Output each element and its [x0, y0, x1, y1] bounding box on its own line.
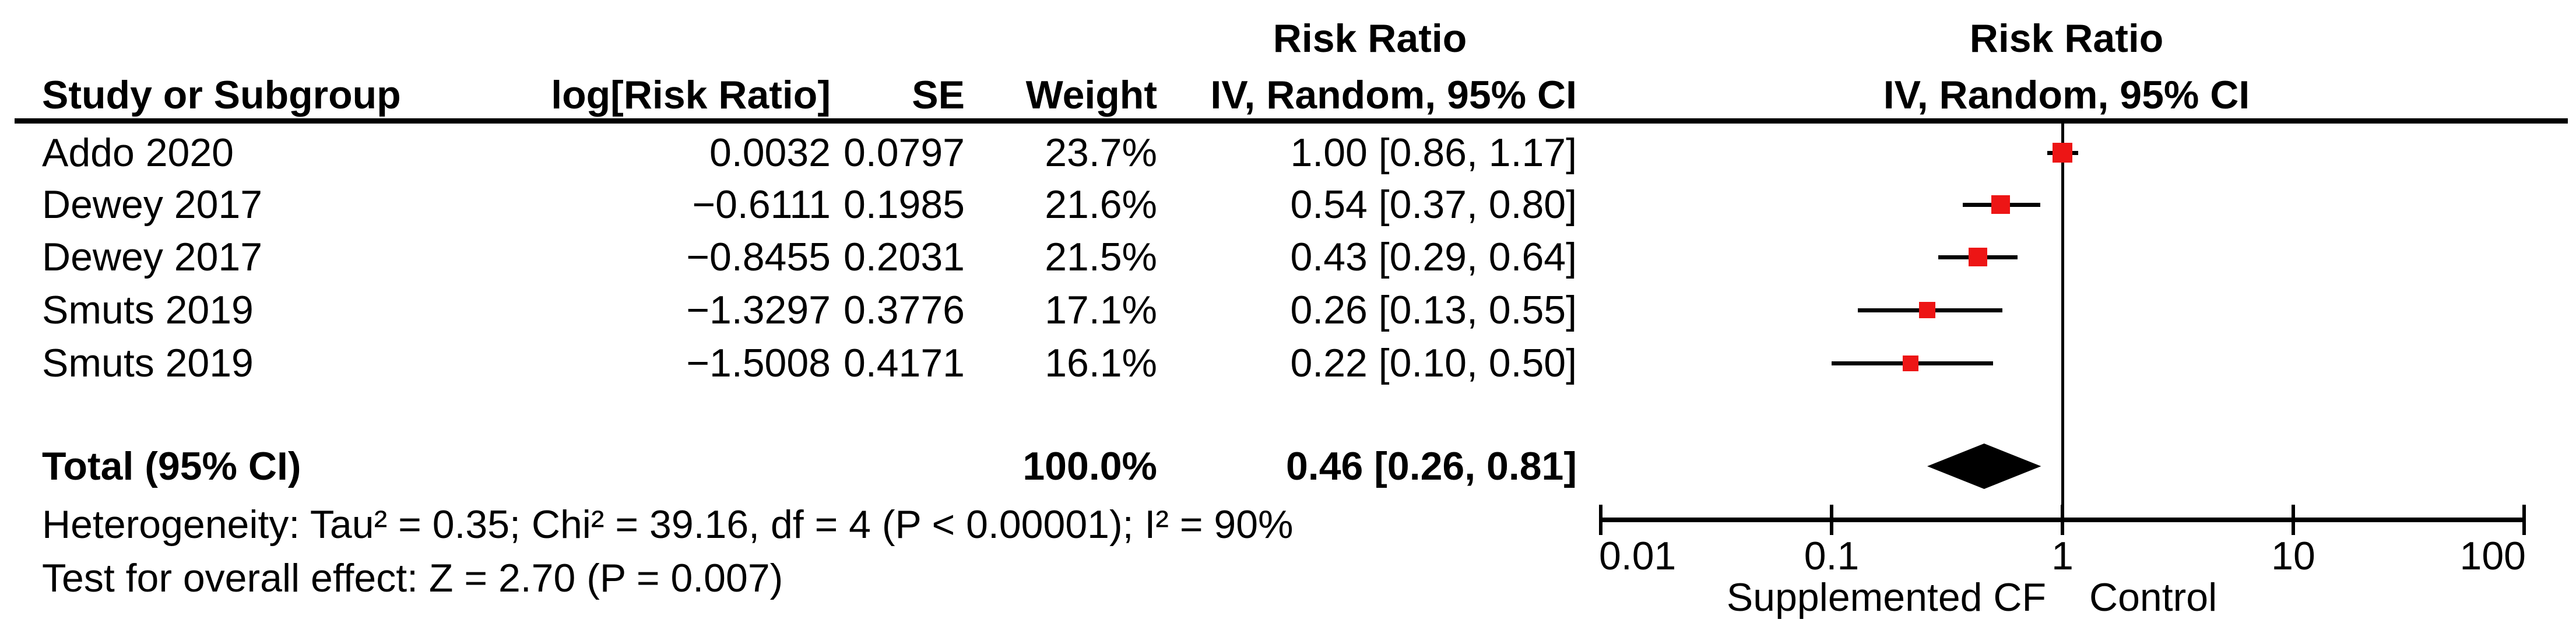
- effect-title-left: Risk Ratio: [1273, 16, 1467, 61]
- study-weight: 16.1%: [1045, 341, 1157, 385]
- study-weight: 21.6%: [1045, 182, 1157, 227]
- study-ci-text: 0.54 [0.37, 0.80]: [1290, 182, 1577, 227]
- study-ci-text: 1.00 [0.86, 1.17]: [1290, 131, 1577, 175]
- col-header-study: Study or Subgroup: [42, 73, 401, 117]
- col-header-plot-ci: IV, Random, 95% CI: [1883, 73, 2250, 117]
- col-header-weight: Weight: [1025, 73, 1157, 117]
- col-header-se: SE: [912, 73, 965, 117]
- heterogeneity-text: Heterogeneity: Tau² = 0.35; Chi² = 39.16…: [42, 502, 1294, 547]
- summary-diamond: [1927, 444, 2041, 489]
- study-marker: [2053, 143, 2072, 163]
- study-name: Dewey 2017: [42, 182, 263, 227]
- study-log-rr: −1.3297: [686, 288, 831, 332]
- axis-tick: [1830, 505, 1833, 535]
- study-log-rr: 0.0032: [709, 131, 831, 175]
- total-weight: 100.0%: [1022, 444, 1157, 488]
- total-label: Total (95% CI): [42, 444, 301, 488]
- overall-effect-text: Test for overall effect: Z = 2.70 (P = 0…: [42, 556, 783, 600]
- study-se: 0.2031: [844, 235, 965, 279]
- study-se: 0.3776: [844, 288, 965, 332]
- study-name: Dewey 2017: [42, 235, 263, 279]
- axis-tick: [2061, 505, 2064, 535]
- col-header-ci: IV, Random, 95% CI: [1210, 73, 1577, 117]
- axis-tick-label: 10: [2271, 534, 2315, 578]
- study-se: 0.1985: [844, 182, 965, 227]
- col-header-log-rr: log[Risk Ratio]: [551, 73, 831, 117]
- study-log-rr: −0.8455: [686, 235, 831, 279]
- total-ci-text: 0.46 [0.26, 0.81]: [1285, 444, 1577, 488]
- study-log-rr: −1.5008: [686, 341, 831, 385]
- study-weight: 17.1%: [1045, 288, 1157, 332]
- study-marker: [1968, 248, 1987, 266]
- axis-tick-label: 0.01: [1599, 534, 1677, 578]
- axis-tick: [2292, 505, 2295, 535]
- footer-label-right: Control: [2089, 575, 2217, 620]
- study-name: Smuts 2019: [42, 288, 254, 332]
- summary-diamond-shape: [1927, 444, 2041, 489]
- axis-tick-label: 100: [2459, 534, 2526, 578]
- header-separator-line: [15, 118, 2568, 124]
- study-ci-text: 0.26 [0.13, 0.55]: [1290, 288, 1577, 332]
- study-se: 0.4171: [844, 341, 965, 385]
- axis-tick-label: 0.1: [1804, 534, 1860, 578]
- axis-tick: [2522, 505, 2526, 535]
- axis-tick: [1599, 505, 1602, 535]
- axis-tick-label: 1: [2051, 534, 2074, 578]
- footer-label-left: Supplemented CF: [1726, 575, 2046, 620]
- study-ci-text: 0.22 [0.10, 0.50]: [1290, 341, 1577, 385]
- study-marker: [1919, 302, 1936, 318]
- study-log-rr: −0.6111: [692, 182, 831, 227]
- effect-title-right: Risk Ratio: [1969, 16, 2164, 61]
- study-ci-text: 0.43 [0.29, 0.64]: [1290, 235, 1577, 279]
- study-marker: [1903, 355, 1919, 371]
- study-se: 0.0797: [844, 131, 965, 175]
- study-name: Smuts 2019: [42, 341, 254, 385]
- study-name: Addo 2020: [42, 131, 234, 175]
- study-weight: 21.5%: [1045, 235, 1157, 279]
- null-effect-line: [2061, 124, 2064, 520]
- study-marker: [1991, 195, 2011, 214]
- study-weight: 23.7%: [1045, 131, 1157, 175]
